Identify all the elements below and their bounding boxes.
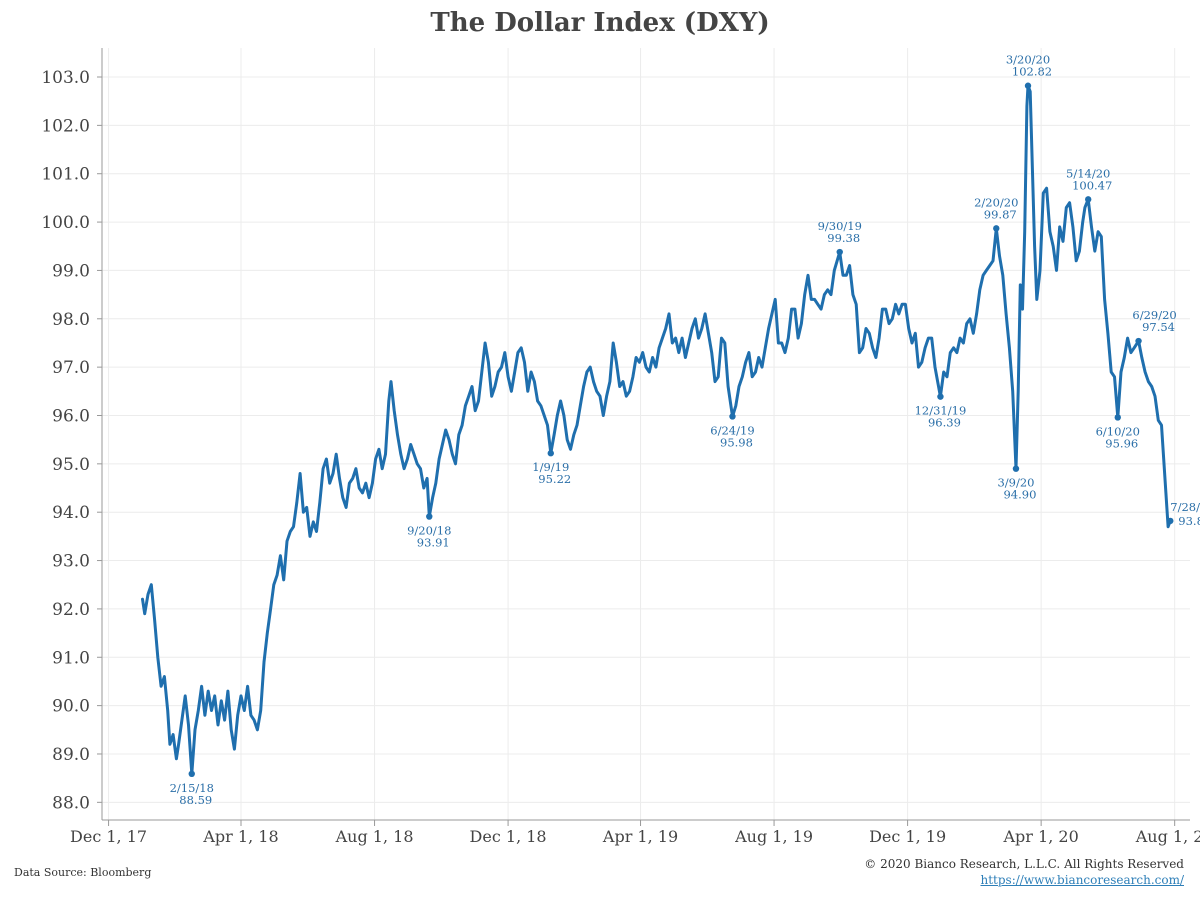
chart-title: The Dollar Index (DXY) xyxy=(430,8,770,38)
annotation-value-label: 94.90 xyxy=(1003,488,1036,502)
annotation-date-label: 12/31/19 xyxy=(915,404,967,418)
annotation-date-label: 1/9/19 xyxy=(532,460,569,474)
annotation-value-label: 97.54 xyxy=(1142,320,1175,334)
annotation-value-label: 95.96 xyxy=(1105,436,1138,450)
y-tick-label: 88.0 xyxy=(52,793,90,813)
x-tick-label: Apr 1, 19 xyxy=(602,827,678,846)
series-layer xyxy=(141,84,1172,776)
y-tick-label: 92.0 xyxy=(52,600,90,620)
annotation-marker xyxy=(1114,414,1121,421)
x-tick-label: Dec 1, 19 xyxy=(869,827,946,846)
annotation-marker xyxy=(729,413,736,420)
annotation-date-label: 6/24/19 xyxy=(710,423,754,437)
annotation-marker xyxy=(993,225,1000,232)
y-tick-label: 103.0 xyxy=(41,68,90,88)
x-tick-label: Apr 1, 20 xyxy=(1003,827,1079,846)
y-tick-label: 100.0 xyxy=(41,213,90,233)
annotation-value-label: 102.82 xyxy=(1012,65,1052,79)
annotation-date-label: 6/29/20 xyxy=(1132,308,1176,322)
copyright-text: © 2020 Bianco Research, L.L.C. All Right… xyxy=(864,857,1184,871)
y-tick-label: 93.0 xyxy=(52,552,90,572)
annotation-value-label: 93.91 xyxy=(417,536,450,550)
y-tick-label: 91.0 xyxy=(52,648,90,668)
annotation-date-label: 3/9/20 xyxy=(997,476,1034,490)
annotation-marker xyxy=(1024,82,1032,89)
x-tick-label: Aug 1, 19 xyxy=(734,827,813,846)
y-tick-label: 101.0 xyxy=(41,165,90,185)
annotation-marker xyxy=(1012,465,1020,472)
annotation-date-label: 3/20/20 xyxy=(1006,53,1050,67)
annotation-value-label: 99.87 xyxy=(984,207,1017,221)
annotation-marker xyxy=(426,513,433,520)
annotation-marker xyxy=(1085,196,1092,203)
annotation-value-label: 100.47 xyxy=(1072,178,1112,192)
annotation-marker xyxy=(836,248,843,256)
annotation-value-label: 93.82 xyxy=(1178,514,1200,528)
annotation-marker xyxy=(1167,517,1174,525)
dxy-series-line xyxy=(141,84,1172,776)
y-tick-label: 90.0 xyxy=(52,697,90,717)
footer-credits: © 2020 Bianco Research, L.L.C. All Right… xyxy=(864,856,1184,888)
x-tick-label: Dec 1, 18 xyxy=(470,827,547,846)
annotation-value-label: 95.98 xyxy=(720,435,753,449)
annotation-date-label: 2/20/20 xyxy=(974,195,1018,209)
y-tick-label: 96.0 xyxy=(52,406,90,426)
annotation-date-label: 9/30/19 xyxy=(818,219,862,233)
y-tick-label: 94.0 xyxy=(52,503,90,523)
annotation-marker xyxy=(188,770,195,777)
y-tick-label: 95.0 xyxy=(52,455,90,475)
annotation-marker xyxy=(547,450,554,457)
y-tick-label: 98.0 xyxy=(52,310,90,330)
annotation-value-label: 95.22 xyxy=(538,472,571,486)
annotation-date-label: 6/10/20 xyxy=(1096,424,1140,438)
annotation-date-label: 2/15/18 xyxy=(170,781,214,795)
y-tick-label: 89.0 xyxy=(52,745,90,765)
y-tick-label: 99.0 xyxy=(52,261,90,281)
annotation-date-label: 9/20/18 xyxy=(407,524,451,538)
annotation-value-label: 96.39 xyxy=(928,416,961,430)
y-tick-label: 97.0 xyxy=(52,358,90,378)
x-tick-label: Aug 1, 20 xyxy=(1135,827,1200,846)
annotation-marker xyxy=(937,393,944,400)
annotation-value-label: 88.59 xyxy=(179,793,212,807)
data-source: Data Source: Bloomberg xyxy=(14,866,152,879)
x-tick-label: Aug 1, 18 xyxy=(335,827,414,846)
x-tick-label: Apr 1, 18 xyxy=(202,827,278,846)
annotation-marker xyxy=(1135,337,1142,345)
x-tick-label: Dec 1, 17 xyxy=(70,827,147,846)
annotation-value-label: 99.38 xyxy=(827,231,860,245)
axes: 88.0 89.0 90.0 91.0 92.0 93.0 94.0 95.0 96.0 97.0… xyxy=(41,48,1200,846)
website-link[interactable]: https://www.biancoresearch.com/ xyxy=(980,873,1184,887)
annotation-date-label: 5/14/20 xyxy=(1066,166,1110,180)
y-tick-label: 102.0 xyxy=(41,116,90,136)
annotation-date-label: 7/28/20 xyxy=(1170,500,1200,514)
